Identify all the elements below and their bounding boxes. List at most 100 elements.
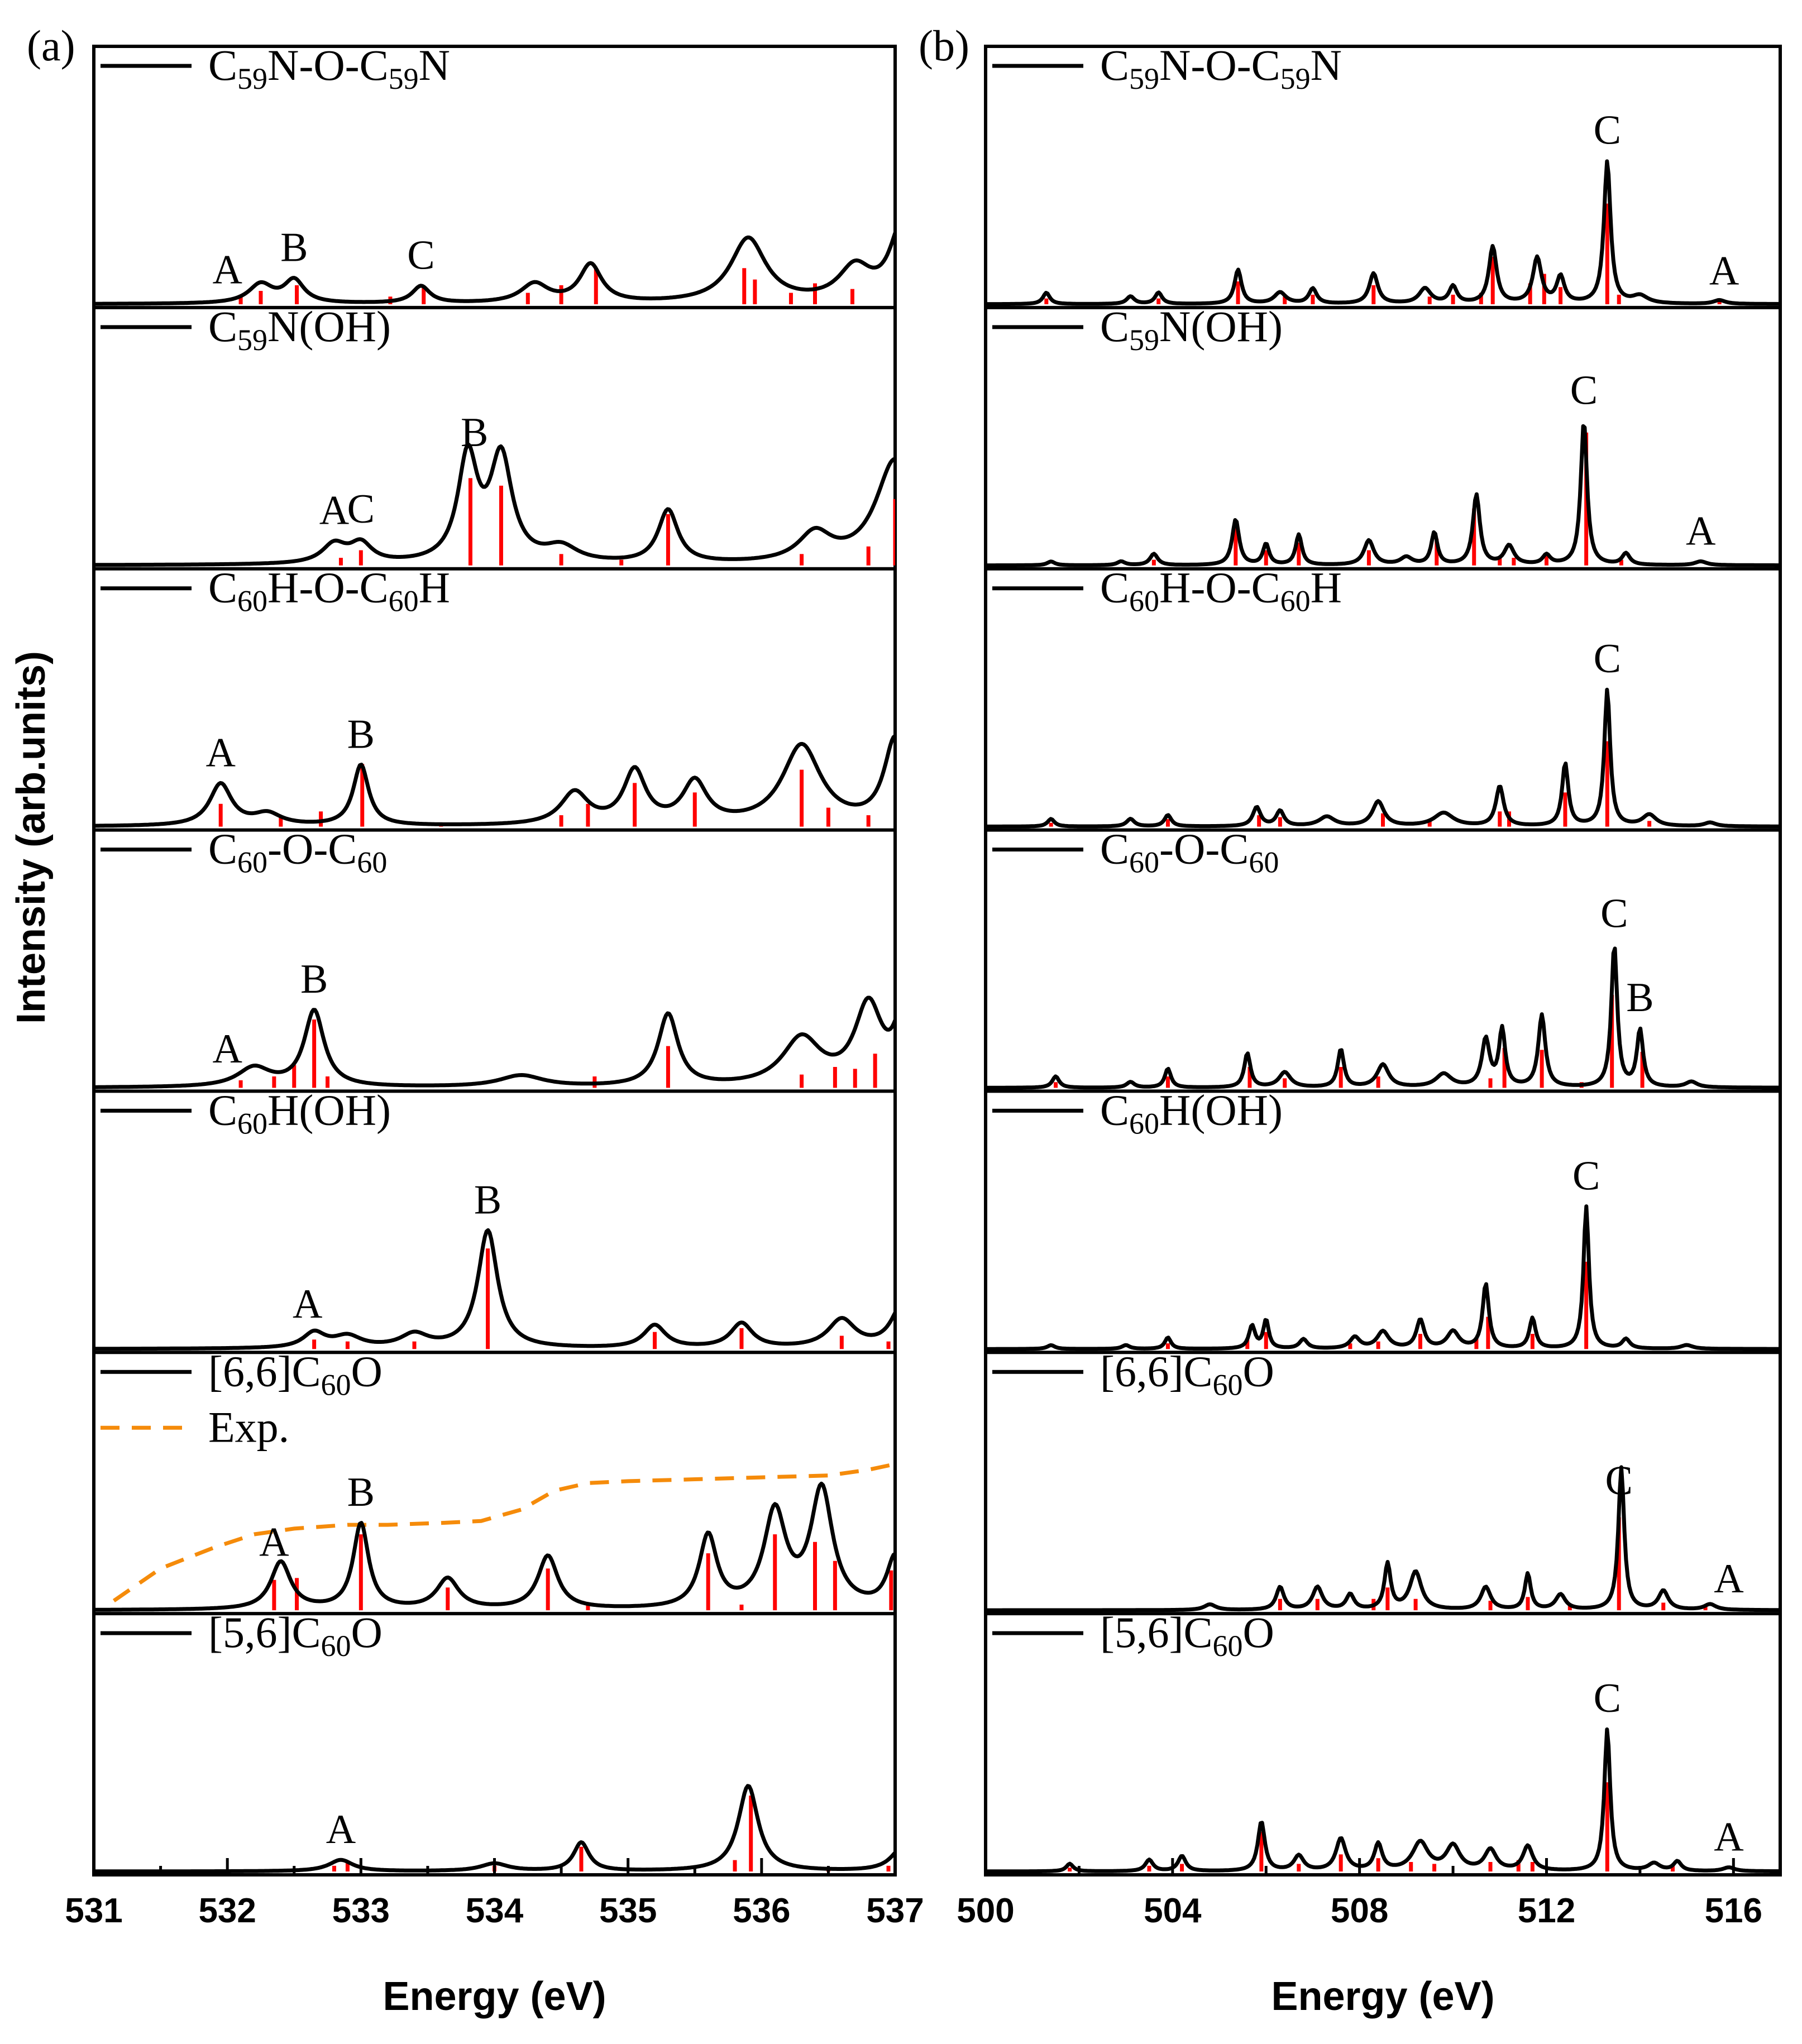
peak-label: C (1594, 1676, 1621, 1721)
legend-text-part: [6,6]C (208, 1347, 321, 1395)
x-tick-label: 535 (599, 1892, 657, 1930)
peak-label: C (1605, 1458, 1633, 1504)
legend-text-part: H(OH) (267, 1085, 391, 1134)
x-tick-label: 536 (733, 1892, 790, 1930)
y-axis-title: Intensity (arb.units) (9, 651, 54, 1024)
legend-subscript: 60 (1129, 846, 1159, 879)
legend-text-part: O (1242, 1347, 1274, 1395)
legend-label: C60-O-C60 (208, 825, 387, 879)
peak-label: B (474, 1177, 501, 1223)
legend-text-part: N(OH) (1159, 302, 1283, 351)
x-tick-label: 534 (466, 1892, 524, 1930)
spectrum-curve (94, 443, 895, 567)
legend-label: C59N-O-C59N (1100, 41, 1342, 95)
legend-text-part: C (1100, 825, 1129, 873)
legend-text-part: C (208, 302, 237, 351)
peak-label: A (293, 1281, 322, 1327)
spectrum-curve (94, 995, 895, 1089)
legend-text-part: N-O-C (267, 41, 389, 89)
legend-label: C59N-O-C59N (208, 41, 450, 95)
spectrum-row: C60-O-C60 A B (94, 825, 895, 1089)
stick-spectrum (1151, 432, 1623, 566)
peak-label: B (280, 225, 308, 271)
x-axis-title: Energy (eV) (383, 1974, 606, 2019)
legend-subscript: 59 (389, 62, 419, 95)
legend-subscript: 60 (321, 1368, 351, 1401)
spectrum-row: C60H-O-C60H A B (94, 563, 895, 828)
legend-label: [5,6]C60O (208, 1608, 383, 1663)
legend-text-part: N-O-C (1159, 41, 1280, 89)
peak-label: B (300, 956, 328, 1002)
peak-label: C (347, 486, 375, 532)
x-axis-title: Energy (eV) (1271, 1974, 1494, 2019)
legend-subscript: 60 (1129, 1107, 1159, 1140)
legend-subscript: 60 (1129, 585, 1159, 618)
peak-label: A (1709, 248, 1739, 294)
peak-label: C (1594, 636, 1621, 682)
stick-spectrum (1054, 994, 1645, 1088)
legend-subscript: 59 (1280, 62, 1311, 95)
legend-text-part: O (351, 1347, 382, 1395)
spectrum-row: C59N(OH)ACB (94, 302, 895, 567)
x-tick-label: 537 (866, 1892, 924, 1930)
peak-label: C (1570, 367, 1598, 413)
x-tick-label: 516 (1705, 1892, 1762, 1930)
peak-label: A (259, 1520, 289, 1566)
peak-label: A (212, 1026, 242, 1072)
legend-text-part: N(OH) (267, 302, 391, 351)
legend-label: [5,6]C60O (1100, 1608, 1274, 1663)
x-tick-label: 531 (65, 1892, 122, 1930)
x-axis: 531 532 533 534 535 536 537 (65, 1858, 924, 1930)
peak-label: B (1626, 975, 1653, 1021)
x-axis: 500 504 508 512 516 (957, 1858, 1762, 1930)
legend-text-part: -O-C (267, 825, 357, 873)
legend-text-part: C (1100, 302, 1129, 351)
legend-label: C59N(OH) (1100, 302, 1283, 357)
legend-text-part: H-O-C (1159, 563, 1280, 612)
spectrum-row: [6,6]C60O C A (986, 1347, 1780, 1612)
legend-subscript: 60 (237, 1107, 267, 1140)
legend-text-part: C (1100, 1085, 1129, 1134)
peak-label: A (1714, 1556, 1743, 1602)
legend-text-part: -O-C (1159, 825, 1249, 873)
panel-frame (984, 45, 1782, 1877)
legend-label: C60H(OH) (208, 1085, 391, 1140)
legend-subscript: 60 (321, 1629, 351, 1663)
legend-subscript: 60 (357, 846, 387, 879)
legend-subscript: 60 (1249, 846, 1279, 879)
spectrum-curve (94, 232, 895, 306)
legend-label: C60H-O-C60H (1100, 563, 1342, 618)
peak-label: C (1594, 108, 1621, 154)
peak-label: C (1572, 1153, 1600, 1199)
legend-text-part: C (208, 1085, 237, 1134)
legend-label: C60H-O-C60H (208, 563, 450, 618)
peak-label: B (461, 410, 488, 456)
peak-label: B (347, 711, 375, 757)
spectrum-curve (94, 1481, 895, 1612)
spectrum-curve (986, 1204, 1780, 1351)
x-tick-label: 500 (957, 1892, 1014, 1930)
spectrum-row: C59N(OH)CA (986, 302, 1780, 568)
peak-label: A (1686, 508, 1715, 554)
spectrum-curve (986, 424, 1780, 568)
stick-spectrum (218, 764, 871, 827)
legend-subscript: 60 (389, 585, 419, 618)
peak-label: A (205, 730, 235, 776)
spectrum-row: C60H(OH)C (986, 1085, 1780, 1351)
legend-label: C59N(OH) (208, 302, 391, 357)
peak-label: A (319, 487, 349, 533)
legend-text-part: C (1100, 41, 1129, 89)
spectrum-row: C60H(OH) A B (94, 1085, 895, 1351)
peak-label: A (1714, 1815, 1743, 1860)
legend-label: [6,6]C60O (208, 1347, 383, 1401)
legend-subscript: 59 (237, 323, 267, 357)
x-tick-label: 532 (198, 1892, 256, 1930)
x-tick-label: 533 (332, 1892, 390, 1930)
legend-subscript: 59 (237, 62, 267, 95)
legend-label: C60H(OH) (1100, 1085, 1283, 1140)
